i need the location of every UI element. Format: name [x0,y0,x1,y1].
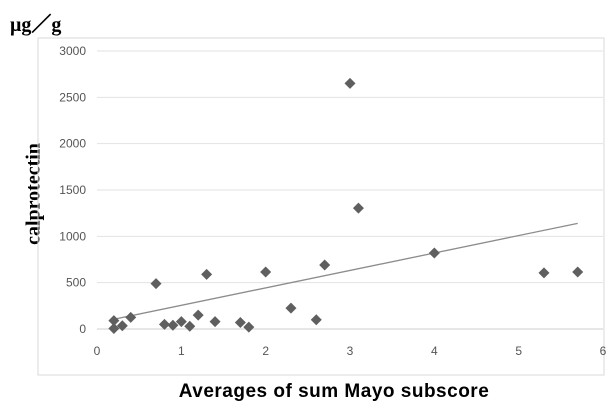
data-point-7 [175,316,187,328]
y-tick-label-2: 1000 [59,229,86,243]
data-point-15 [285,302,297,314]
data-point-12 [234,317,246,329]
y-tick-labels: 0 500 1000 1500 2000 2500 3000 [59,44,86,336]
data-point-14 [260,266,272,278]
y-tick-label-6: 3000 [59,44,86,58]
chart-frame [37,37,605,376]
x-tick-label-4: 4 [431,344,438,358]
y-tick-label-4: 2000 [59,137,86,151]
data-point-8 [184,320,196,332]
x-tick-label-3: 3 [347,344,354,358]
data-point-22 [572,266,584,278]
data-point-5 [158,318,170,330]
trendline-group [113,222,578,320]
data-point-0 [108,315,120,327]
data-point-4 [150,278,162,290]
x-tick-labels: 0 1 2 3 4 5 6 [94,344,606,358]
gridlines [97,50,603,330]
trendline [113,222,578,320]
x-tick-label-2: 2 [262,344,269,358]
data-point-6 [167,319,179,331]
y-tick-label-0: 0 [79,322,86,336]
y-unit-label: μg／g [10,14,62,36]
y-tick-label-5: 2500 [59,90,86,104]
data-point-3 [125,311,137,323]
data-point-20 [428,247,440,259]
x-tick-label-1: 1 [178,344,185,358]
y-tick-label-3: 1500 [59,183,86,197]
data-point-16 [310,314,322,326]
x-axis-label: Averages of sum Mayo subscore [178,381,490,402]
y-tick-label-1: 500 [66,276,86,290]
data-point-13 [243,321,255,333]
data-point-19 [352,202,364,214]
data-point-9 [192,309,204,321]
data-point-2 [116,320,128,332]
x-tick-label-6: 6 [600,344,606,358]
data-point-17 [319,259,331,271]
data-point-1 [108,323,120,335]
data-points [108,77,584,335]
data-point-10 [201,268,213,280]
x-tick-label-0: 0 [94,344,101,358]
data-point-18 [344,77,356,89]
data-point-21 [538,267,550,279]
x-tick-label-5: 5 [515,344,522,358]
data-point-11 [209,316,221,328]
